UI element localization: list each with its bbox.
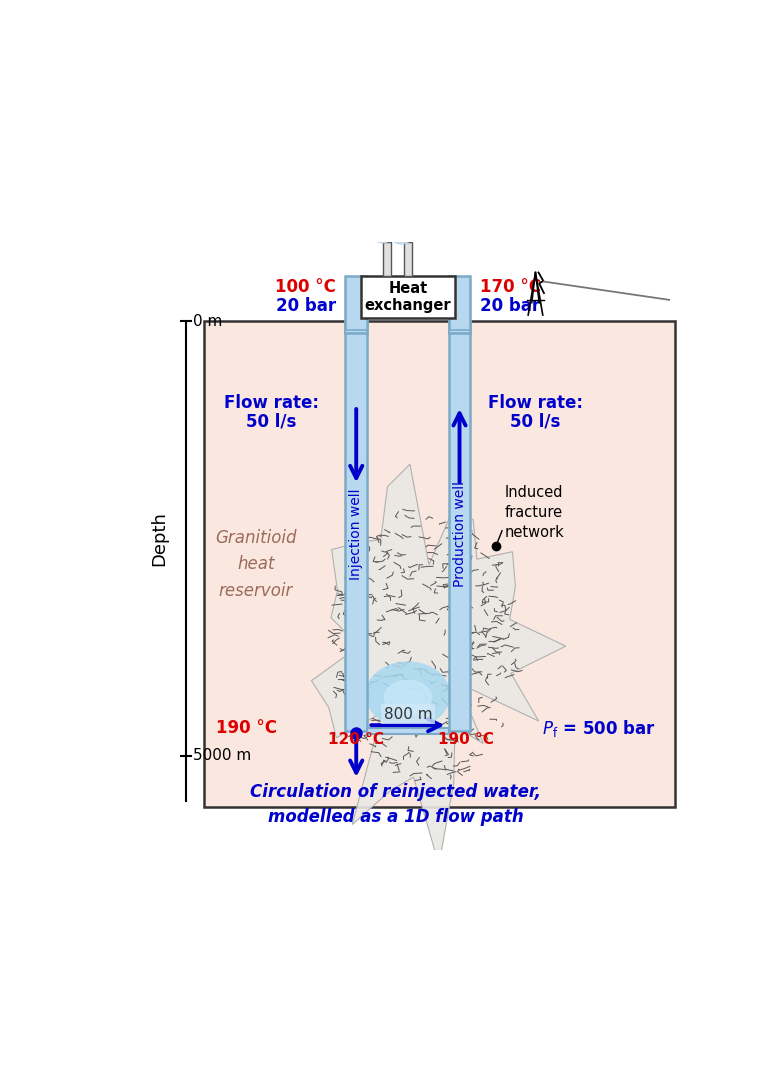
PathPatch shape <box>311 464 566 865</box>
Text: Production well: Production well <box>452 481 466 587</box>
Text: Granitioid
heat
reservoir: Granitioid heat reservoir <box>216 529 296 600</box>
Ellipse shape <box>383 680 432 716</box>
Bar <box>361 276 455 318</box>
Text: Injection well: Injection well <box>349 488 363 579</box>
Text: 100 °C: 100 °C <box>275 279 336 296</box>
Circle shape <box>394 206 426 238</box>
Text: 120 °C: 120 °C <box>328 732 384 747</box>
Text: 50 l/s: 50 l/s <box>510 412 561 430</box>
Circle shape <box>368 191 415 238</box>
Bar <box>404 242 412 276</box>
Circle shape <box>358 206 390 238</box>
Text: Flow rate:: Flow rate: <box>223 395 318 412</box>
Text: 800 m: 800 m <box>383 707 432 722</box>
Text: Depth: Depth <box>150 511 168 565</box>
Text: 190 °C: 190 °C <box>216 719 278 737</box>
Text: $P_\mathrm{f}$ = 500 bar: $P_\mathrm{f}$ = 500 bar <box>542 718 655 738</box>
Text: 20 bar: 20 bar <box>276 297 336 316</box>
Ellipse shape <box>365 662 450 729</box>
Circle shape <box>388 217 415 244</box>
Circle shape <box>369 216 396 243</box>
Text: 20 bar: 20 bar <box>480 297 539 316</box>
Bar <box>367 729 448 734</box>
Text: 5000 m: 5000 m <box>194 748 252 763</box>
Text: 170 °C: 170 °C <box>480 279 541 296</box>
Text: Circulation of reinjected water,
modelled as a 1D flow path: Circulation of reinjected water, modelle… <box>250 783 541 826</box>
Text: 50 l/s: 50 l/s <box>246 412 296 430</box>
Text: Induced
fracture
network: Induced fracture network <box>505 485 564 539</box>
Text: 190 °C: 190 °C <box>437 732 494 747</box>
Bar <box>345 321 367 731</box>
Bar <box>448 276 470 333</box>
Bar <box>205 321 675 808</box>
Bar <box>345 276 367 333</box>
Text: Heat
exchanger: Heat exchanger <box>365 281 451 313</box>
Text: Flow rate:: Flow rate: <box>488 395 583 412</box>
Bar <box>448 330 470 333</box>
Bar <box>448 321 470 731</box>
Bar <box>383 242 391 276</box>
Bar <box>345 330 367 333</box>
Circle shape <box>383 216 405 238</box>
Text: 0 m: 0 m <box>194 313 223 329</box>
